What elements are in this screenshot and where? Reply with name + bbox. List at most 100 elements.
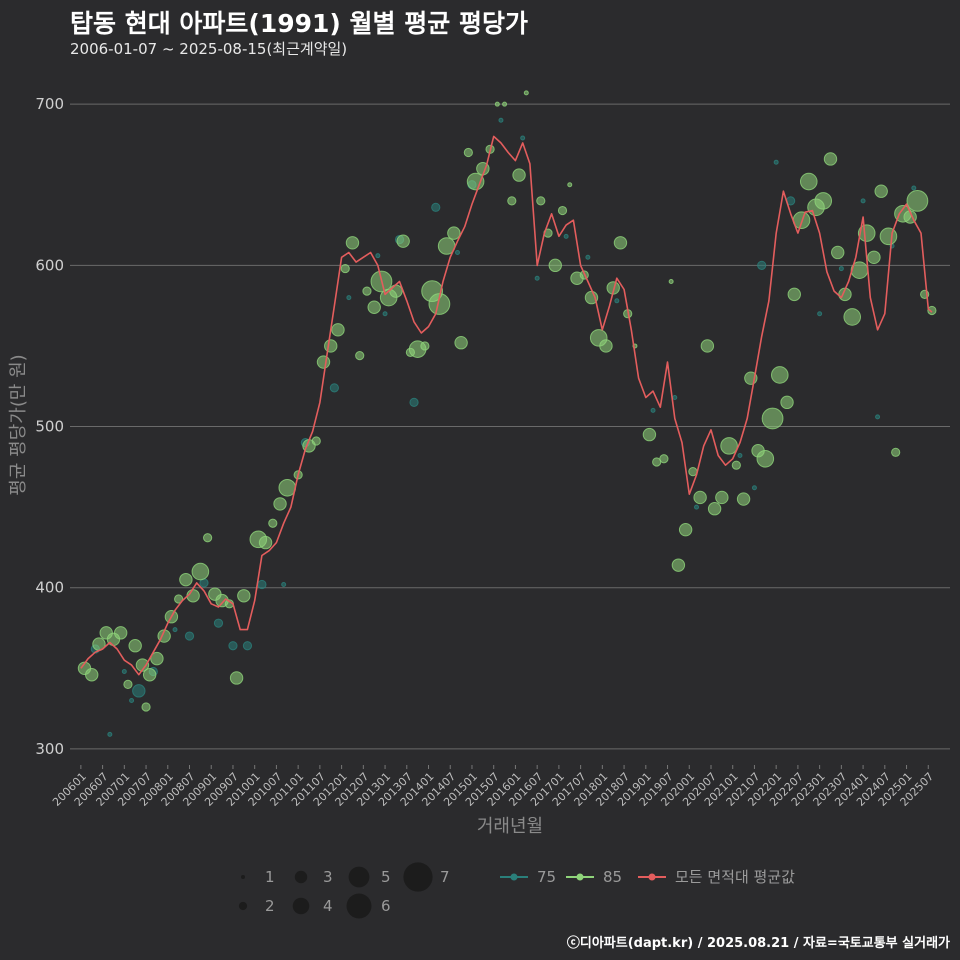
- bubble-75-32: [694, 504, 700, 510]
- bubble-85-92: [761, 407, 784, 430]
- bubble-75-40: [860, 198, 866, 204]
- size-legend-dot-5: [348, 866, 370, 888]
- bubble-75-21: [431, 202, 441, 212]
- bubble-85-37: [355, 351, 365, 361]
- bubble-75-15: [329, 383, 339, 393]
- bubble-85-25: [258, 535, 273, 550]
- size-legend-dot-6: [346, 893, 372, 919]
- bubble-75-30: [650, 407, 656, 413]
- bubble-85-95: [787, 287, 801, 302]
- bubble-85-75: [642, 427, 657, 442]
- bubble-75-24: [498, 117, 504, 123]
- size-legend-dot-4: [292, 897, 310, 915]
- bubble-series: [77, 90, 937, 737]
- bubble-75-10: [228, 641, 238, 651]
- bubble-85-78: [668, 278, 674, 284]
- bubble-75-35: [757, 260, 767, 270]
- bubble-85-36: [345, 236, 360, 250]
- bubble-85-101: [831, 245, 845, 260]
- y-tick-label-600: 600: [35, 256, 64, 274]
- bubble-85-59: [512, 168, 526, 182]
- bubble-75-16: [346, 295, 352, 301]
- bubble-85-15: [179, 572, 193, 587]
- color-legend-dot-1: [576, 873, 584, 881]
- bubble-75-27: [563, 233, 569, 239]
- bubble-85-65: [567, 182, 573, 188]
- bubble-75-39: [838, 266, 844, 272]
- bubble-85-42: [389, 284, 403, 298]
- color-legend-dot-0: [510, 873, 518, 881]
- bubble-85-10: [142, 668, 157, 682]
- bubble-85-5: [113, 626, 128, 640]
- bubble-75-7: [184, 631, 195, 641]
- size-legend-dot-3: [294, 870, 308, 884]
- bubble-75-12: [257, 579, 267, 590]
- bubble-85-82: [693, 490, 707, 505]
- size-legend-dot-7: [403, 862, 433, 892]
- bubble-85-17: [191, 562, 210, 581]
- bubble-85-8: [135, 658, 150, 672]
- bubble-85-99: [814, 192, 833, 210]
- average-line-series: [80, 135, 933, 676]
- size-legend-label-7: 7: [440, 868, 450, 886]
- bubble-75-34: [751, 485, 757, 491]
- bubble-75-25: [520, 135, 526, 141]
- bubble-85-53: [466, 172, 485, 191]
- bubble-85-97: [799, 172, 818, 191]
- x-axis-title: 거래년월: [477, 816, 543, 837]
- bubble-85-43: [396, 234, 410, 248]
- size-legend-label-2: 2: [265, 897, 275, 915]
- chart-title: 탑동 현대 아파트(1991) 월별 평균 평당가: [70, 9, 528, 38]
- bubble-85-38: [362, 286, 372, 296]
- bubble-75-38: [817, 311, 823, 317]
- legend: 1 2 3 4 5 6 7 75 85 모든 면적대 평균값: [238, 862, 795, 919]
- y-axis-title: 평균 평당가(만 원): [8, 354, 29, 495]
- bubble-75-11: [242, 641, 253, 651]
- y-tick-label-500: 500: [35, 418, 64, 436]
- bubble-85-58: [507, 196, 517, 206]
- bubble-75-3: [129, 698, 135, 704]
- bubble-85-109: [891, 447, 901, 457]
- bubble-85-34: [331, 323, 345, 337]
- bubble-85-14: [174, 594, 184, 604]
- bubble-85-9: [141, 702, 151, 712]
- bubble-85-18: [203, 533, 213, 543]
- bubble-75-1: [107, 731, 113, 737]
- bubble-85-27: [273, 497, 287, 511]
- bubble-85-81: [688, 467, 698, 477]
- y-tick-label-300: 300: [35, 740, 64, 758]
- bubble-85-61: [536, 196, 546, 206]
- bubble-85-32: [316, 355, 331, 369]
- bubble-75-36: [773, 159, 779, 165]
- bubble-85-112: [906, 189, 929, 212]
- bubble-85-46: [420, 341, 430, 351]
- bubble-85-87: [731, 460, 741, 470]
- bubble-85-52: [463, 147, 473, 158]
- bubble-85-84: [707, 502, 722, 516]
- color-legend-label-2: 모든 면적대 평균값: [675, 868, 795, 886]
- bubble-85-11: [150, 651, 164, 666]
- y-tick-label-700: 700: [35, 95, 64, 113]
- color-legend-dot-2: [648, 873, 656, 881]
- bubble-75-43: [911, 185, 917, 191]
- size-legend-label-1: 1: [265, 868, 275, 886]
- bubble-85-57: [502, 101, 508, 107]
- bubble-85-83: [700, 339, 715, 353]
- bubble-85-106: [867, 250, 881, 264]
- bubble-85-33: [324, 339, 338, 353]
- bubble-85-72: [613, 236, 628, 250]
- bubble-85-80: [678, 522, 693, 537]
- bubble-85-77: [659, 454, 669, 464]
- bubble-75-18: [382, 311, 388, 317]
- bubble-75-2: [121, 669, 127, 675]
- bubble-85-50: [447, 226, 461, 240]
- size-legend-dot-2: [238, 901, 248, 911]
- bubble-85-63: [548, 258, 562, 273]
- bubble-75-20: [409, 397, 419, 407]
- bubble-85-85: [715, 490, 729, 505]
- bubble-85-6: [123, 679, 133, 690]
- bubble-85-108: [879, 227, 898, 246]
- bubble-85-60: [523, 90, 529, 96]
- bubble-75-17: [375, 253, 381, 259]
- footer-credit: ⓒ디아파트(dapt.kr) / 2025.08.21 / 자료=국토교통부 실…: [566, 936, 950, 951]
